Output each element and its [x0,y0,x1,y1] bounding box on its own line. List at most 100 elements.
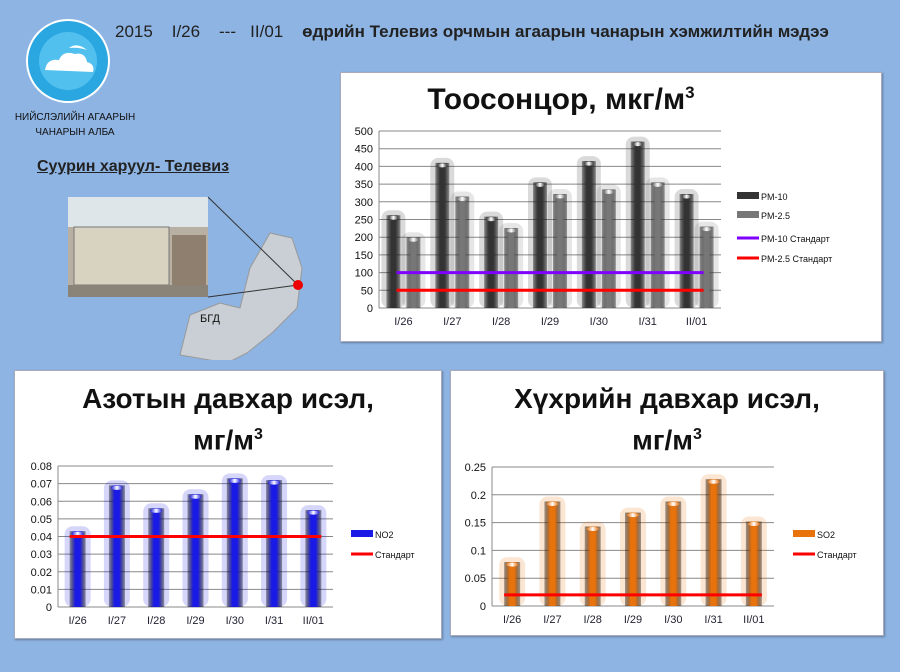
x-tick-label: I/31 [265,615,283,627]
header: 2015 I/26 --- II/01 өдрийн Телевиз орчмы… [115,22,829,42]
bar [665,501,682,606]
y-tick-label: 0.03 [31,549,52,561]
bar [625,512,641,606]
y-tick-label: 0.05 [465,573,486,585]
y-tick-label: 0.25 [465,462,486,474]
y-tick-label: 50 [361,285,373,297]
legend-label: PM-2.5 [761,211,790,221]
y-tick-label: 400 [355,161,373,173]
no2-chart-title: Азотын давхар исэл, мг/м3 [82,383,374,456]
x-tick-label: I/29 [624,614,642,626]
bar [305,510,322,607]
x-tick-label: I/29 [541,316,559,328]
legend-swatch [737,192,759,199]
header-title: өдрийн Телевиз орчмын агаарын чанарын хэ… [302,22,829,41]
bar [266,480,283,607]
y-tick-label: 0.05 [31,514,52,526]
no2-chart-panel: Азотын давхар исэл, мг/м3 0 0.01 0.02 0.03 0.… [14,370,442,639]
x-tick-label: I/30 [226,615,244,627]
bar [630,141,645,308]
x-tick-label: I/26 [68,615,86,627]
bar-cap [707,479,720,484]
station-label: Суурин харуул- Телевиз [37,158,230,175]
pm-chart-panel: Тоосонцор, мкг/м3 0 50 100 150 200 250 300 350 4… [340,72,882,342]
y-tick-label: 0.01 [31,584,52,596]
header-range-start: I/26 [171,22,201,41]
station-marker-icon [293,280,303,290]
y-tick-label: 0.02 [31,567,52,579]
bar [679,194,694,308]
x-tick-label: I/27 [543,614,561,626]
y-tick-label: 0.07 [31,479,52,491]
legend-label: NO2 [375,530,394,540]
bar-cap [307,510,320,515]
map-label: БГД [200,313,220,325]
y-tick-label: 0.04 [31,532,52,544]
bar-cap [652,182,663,187]
bar-cap [535,182,545,187]
x-tick-label: II/01 [743,614,764,626]
bar-cap [437,163,448,168]
pm-chart: 0 50 100 150 200 250 300 350 400 450 500 I/26 I/27 I/… [355,126,833,328]
bar [504,562,521,606]
bar-cap [546,501,559,506]
bar [699,226,714,308]
y-tick-label: 0.06 [31,496,52,508]
bar [581,161,596,308]
y-tick-label: 150 [355,250,373,262]
x-tick-label: I/31 [704,614,722,626]
bar-cap [747,521,760,526]
legend-swatch [737,211,759,218]
bar [187,494,204,607]
bar [386,215,401,308]
bar [553,194,567,308]
bar-cap [408,237,419,242]
y-tick-label: 0 [367,303,373,315]
bar [108,485,125,607]
bar [745,521,762,606]
bar-cap [150,508,163,513]
header-sep: --- [219,22,236,41]
bar [455,196,470,308]
header-range-end: II/01 [250,22,284,41]
x-tick-label: I/30 [664,614,682,626]
bar-cap [681,194,692,199]
x-tick-label: I/29 [186,615,204,627]
y-tick-label: 300 [355,197,373,209]
x-tick-label: I/26 [394,316,412,328]
legend-label: Стандарт [375,550,415,560]
bar-cap [506,562,519,567]
bar-cap [667,501,680,506]
x-tick-label: II/01 [303,615,324,627]
bar-cap [586,526,599,531]
y-tick-label: 0.1 [471,545,486,557]
bar-cap [603,189,614,194]
y-tick-label: 0 [46,602,52,614]
legend-swatch [793,530,815,537]
header-year: 2015 [115,22,153,41]
org-line1: НИЙСЛЭЛИЙН АГААРЫН [14,112,136,123]
legend-swatch [351,530,373,537]
so2-chart-title: Хүхрийн давхар исэл, мг/м3 [514,383,820,456]
bar [601,189,616,308]
bar [148,508,165,607]
y-tick-label: 200 [355,232,373,244]
bar [69,531,86,607]
x-tick-label: I/28 [584,614,602,626]
bar-cap [268,480,281,485]
x-tick-label: I/27 [443,316,461,328]
so2-chart-panel: Хүхрийн давхар исэл, мг/м3 0 0.05 0.1 0.15 0.… [450,370,884,636]
org-logo [25,18,111,109]
y-tick-label: 250 [355,215,373,227]
bar-cap [701,227,712,232]
y-tick-label: 500 [355,126,373,138]
bar [584,526,601,606]
y-tick-label: 0.2 [471,490,486,502]
pm-chart-title: Тоосонцор, мкг/м3 [427,83,695,116]
y-tick-label: 0 [480,601,486,613]
no2-chart: 0 0.01 0.02 0.03 0.04 0.05 0.06 0.07 0.08 I/26 I/2… [31,461,415,627]
bar-cap [110,485,123,490]
y-tick-label: 350 [355,179,373,191]
y-tick-label: 100 [355,268,373,280]
legend-label: PM-10 Стандарт [761,234,830,244]
